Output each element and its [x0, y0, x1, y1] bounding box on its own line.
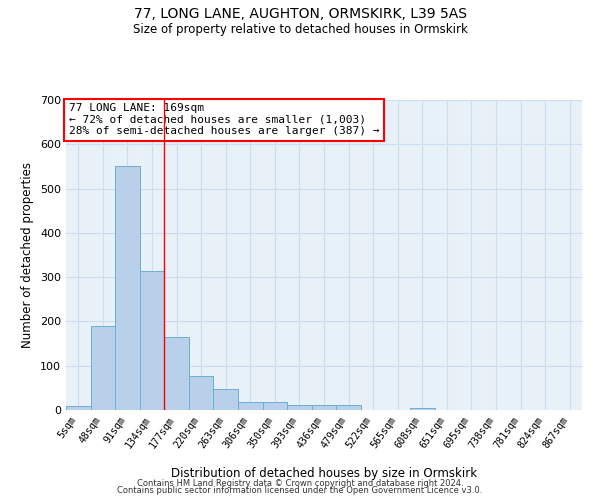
Text: Size of property relative to detached houses in Ormskirk: Size of property relative to detached ho… — [133, 22, 467, 36]
Text: Contains HM Land Registry data © Crown copyright and database right 2024.: Contains HM Land Registry data © Crown c… — [137, 478, 463, 488]
Text: Distribution of detached houses by size in Ormskirk: Distribution of detached houses by size … — [171, 467, 477, 480]
Bar — [66, 406, 91, 410]
Bar — [214, 389, 238, 410]
Text: Contains public sector information licensed under the Open Government Licence v3: Contains public sector information licen… — [118, 486, 482, 495]
Bar — [140, 270, 164, 410]
Bar — [164, 337, 189, 410]
Bar — [287, 404, 312, 410]
Bar — [336, 404, 361, 410]
Y-axis label: Number of detached properties: Number of detached properties — [22, 162, 34, 348]
Bar — [115, 166, 140, 410]
Bar — [189, 376, 214, 410]
Text: 77, LONG LANE, AUGHTON, ORMSKIRK, L39 5AS: 77, LONG LANE, AUGHTON, ORMSKIRK, L39 5A… — [133, 8, 467, 22]
Bar — [238, 402, 263, 410]
Bar — [263, 402, 287, 410]
Text: 77 LONG LANE: 169sqm
← 72% of detached houses are smaller (1,003)
28% of semi-de: 77 LONG LANE: 169sqm ← 72% of detached h… — [68, 103, 379, 136]
Bar — [312, 404, 336, 410]
Bar — [91, 326, 115, 410]
Bar — [410, 408, 434, 410]
